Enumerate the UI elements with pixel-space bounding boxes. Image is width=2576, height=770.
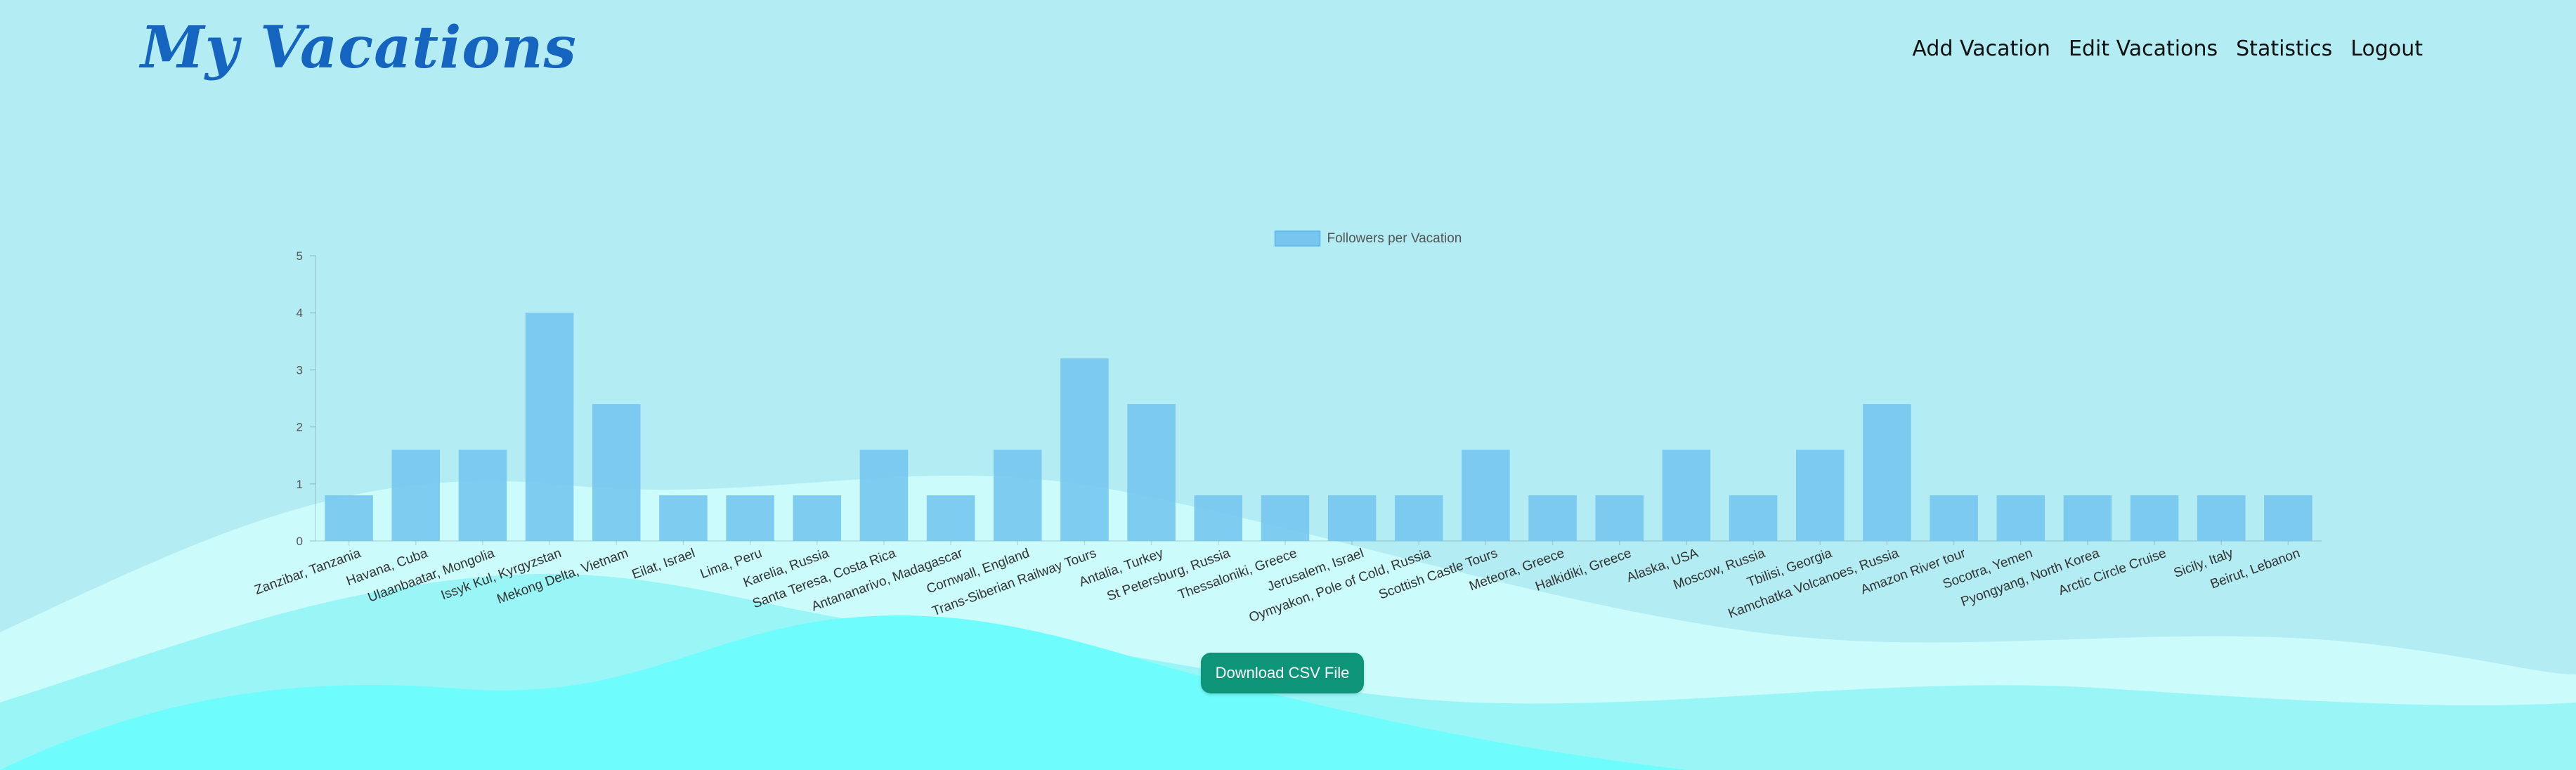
bar-28 [2130,495,2179,541]
bar-26 [1996,495,2045,541]
legend-swatch [1274,230,1321,247]
nav-add-vacation[interactable]: Add Vacation [1912,37,2050,61]
bar-30 [2264,495,2312,541]
bar-22 [1729,495,1778,541]
bar-2 [391,450,441,541]
bar-10 [926,495,975,541]
y-tick-label: 2 [297,421,303,434]
download-csv-button[interactable]: Download CSV File [1201,653,1364,693]
nav-logout[interactable]: Logout [2350,37,2423,61]
y-tick-label: 3 [297,363,303,377]
bar-1 [325,495,373,541]
x-tick-label: Eilat, Israel [630,546,697,582]
bar-23 [1795,450,1845,541]
x-tick-label: Scottish Castle Tours [1377,546,1500,603]
y-tick-label: 4 [297,306,303,320]
bar-6 [659,495,708,541]
bar-18 [1462,450,1510,541]
bar-8 [793,495,842,541]
bar-13 [1127,404,1176,541]
nav-edit-vacations[interactable]: Edit Vacations [2068,37,2218,61]
y-tick-label: 1 [297,478,303,491]
bar-25 [1930,495,1978,541]
bar-3 [458,450,507,541]
nav-statistics[interactable]: Statistics [2236,37,2333,61]
bar-27 [2063,495,2112,541]
bar-20 [1595,495,1644,541]
bar-16 [1327,495,1377,541]
legend-label: Followers per Vacation [1327,231,1462,246]
bar-4 [525,313,574,541]
bar-15 [1261,495,1310,541]
bar-7 [726,495,774,541]
top-nav: Add Vacation Edit Vacations Statistics L… [1912,37,2423,61]
bar-24 [1863,404,1911,541]
bar-29 [2197,495,2246,541]
bar-5 [592,404,641,541]
bar-19 [1528,495,1577,541]
y-tick-label: 0 [297,535,303,548]
brand-logo[interactable]: My Vacations [141,14,577,81]
bar-14 [1194,495,1243,541]
bar-11 [993,450,1042,541]
x-tick-label: Thessaloniki, Greece [1176,546,1299,603]
bar-21 [1662,450,1711,541]
bar-9 [859,450,909,541]
bar-12 [1060,358,1109,541]
x-tick-label: Zanzibar, Tanzania [253,546,363,598]
bar-17 [1394,495,1443,541]
y-tick-label: 5 [297,249,303,263]
